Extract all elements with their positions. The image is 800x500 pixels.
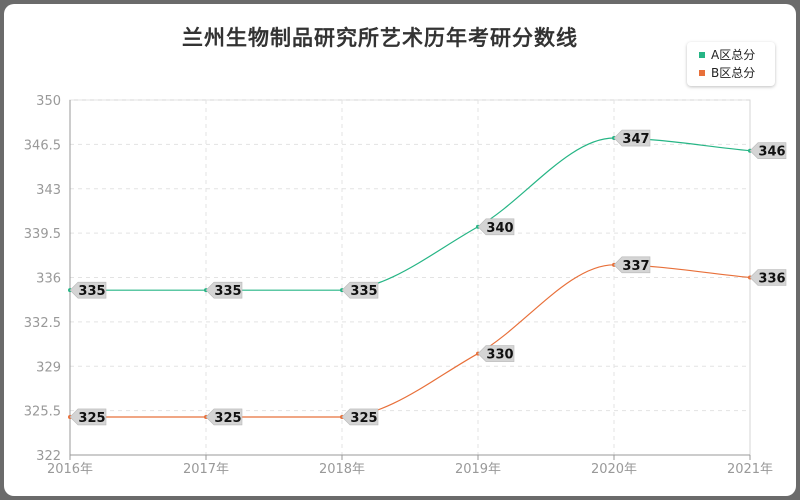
data-label: 346	[758, 145, 785, 160]
data-label: 340	[486, 221, 513, 236]
y-tick-label: 339.5	[24, 227, 61, 242]
data-label-box	[477, 218, 515, 236]
x-tick-label: 2016年	[47, 462, 93, 477]
y-tick-label: 336	[36, 272, 61, 287]
data-label: 347	[622, 132, 649, 147]
y-tick-label: 325.5	[24, 405, 61, 420]
data-label-box	[477, 345, 515, 362]
legend-item-b[interactable]: B区总分	[699, 65, 755, 81]
data-label: 330	[486, 348, 513, 363]
legend-item-a[interactable]: A区总分	[699, 47, 755, 63]
legend-label-b: B区总分	[711, 66, 756, 80]
data-label: 335	[350, 284, 377, 299]
data-label: 325	[78, 411, 105, 426]
data-label-box	[205, 281, 243, 299]
x-tick-label: 2017年	[183, 462, 229, 477]
legend: A区总分 B区总分	[687, 42, 775, 86]
x-tick-label: 2018年	[319, 462, 365, 477]
y-tick-label: 322	[36, 449, 61, 464]
data-label: 325	[214, 411, 241, 426]
data-label-box	[69, 281, 107, 299]
legend-marker-a	[699, 52, 705, 58]
legend-marker-b	[699, 70, 705, 76]
y-tick-label: 343	[36, 183, 61, 198]
data-label-box	[341, 281, 379, 299]
data-label-box	[749, 142, 787, 160]
x-tick-label: 2019年	[455, 462, 501, 477]
data-label-box	[341, 408, 379, 426]
grid	[69, 99, 751, 456]
data-label-box	[69, 408, 107, 426]
y-tick-label: 346.5	[24, 138, 61, 153]
data-label: 337	[622, 259, 649, 274]
data-label-box	[613, 129, 651, 147]
data-label: 335	[214, 284, 241, 299]
y-tick-label: 329	[36, 360, 61, 375]
data-label: 325	[350, 411, 377, 426]
axes: 322 325.5 329 332.5 336 339.5 343 346.5 350 2016年…	[24, 94, 773, 477]
y-tick-label: 332.5	[24, 316, 61, 331]
chart-title: 兰州生物制品研究所艺术历年考研分数线	[182, 26, 578, 50]
x-tick-label: 2021年	[727, 462, 773, 477]
data-labels: 335 335 335 340 347 346 325 325 325 330 337 336	[69, 129, 787, 426]
data-label-box	[749, 269, 787, 286]
data-label: 335	[78, 284, 105, 299]
legend-label-a: A区总分	[711, 48, 756, 62]
data-label-box	[205, 408, 243, 426]
y-tick-label: 350	[36, 94, 61, 109]
x-tick-label: 2020年	[591, 462, 637, 477]
data-label-box	[613, 256, 651, 274]
data-label: 336	[758, 272, 785, 287]
